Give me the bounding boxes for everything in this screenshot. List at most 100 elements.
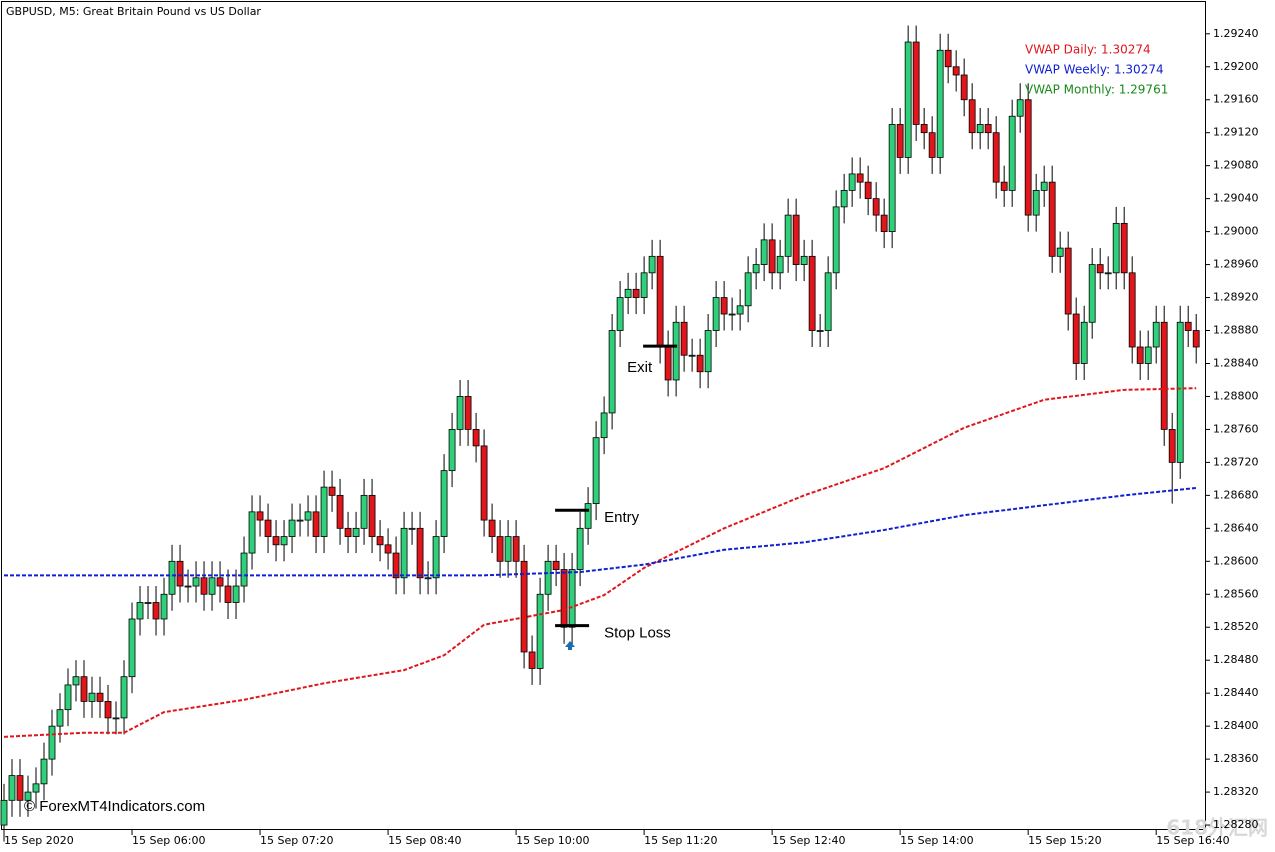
candle-body: [312, 511, 320, 537]
candle-body: [488, 519, 496, 537]
y-tick-label: 1.28280: [1213, 818, 1259, 831]
candle-body: [608, 330, 616, 414]
candle-body: [432, 536, 440, 579]
candle-body: [992, 132, 1000, 183]
candle-body: [936, 49, 944, 158]
candle-body: [552, 560, 560, 570]
candle-body: [664, 346, 672, 381]
candle-body: [512, 536, 520, 562]
candle-body: [632, 288, 640, 298]
candle-body: [72, 676, 80, 686]
candle-body: [760, 239, 768, 265]
candle-body: [792, 214, 800, 265]
candle-body: [200, 577, 208, 595]
candle-body: [728, 313, 736, 316]
candle-body: [376, 536, 384, 546]
candle-body: [408, 527, 416, 530]
candle-body: [1024, 99, 1032, 216]
candle-body: [40, 758, 48, 785]
buy-arrow: [565, 641, 575, 650]
candle-body: [384, 544, 392, 554]
candle-body: [128, 618, 136, 678]
candle-body: [824, 272, 832, 331]
candle-body: [544, 560, 552, 595]
candle-body: [360, 494, 368, 529]
candle-body: [256, 511, 264, 521]
candle-body: [144, 602, 152, 604]
candle-body: [328, 486, 336, 496]
vwap-line: [3, 387, 1197, 738]
candle-body: [120, 676, 128, 719]
candle-body: [480, 445, 488, 521]
candle-body: [216, 577, 224, 587]
candle-body: [280, 536, 288, 546]
candle-body: [1088, 264, 1096, 323]
plot-frame: [1, 1, 1206, 830]
candle-body: [504, 536, 512, 562]
candle-body: [984, 124, 992, 134]
candle-body: [1104, 272, 1112, 275]
y-tick-label: 1.28520: [1213, 620, 1259, 633]
candle-body: [160, 593, 168, 620]
y-tick-label: 1.29120: [1213, 126, 1259, 139]
candle-body: [904, 41, 912, 158]
candle-body: [800, 255, 808, 265]
candle-body: [656, 255, 664, 348]
candle-body: [688, 354, 696, 357]
x-tick-label: 15 Sep 2020: [4, 834, 74, 847]
candle-body: [88, 692, 96, 702]
y-tick-label: 1.28880: [1213, 324, 1259, 337]
candle-body: [784, 214, 792, 257]
candle-body: [952, 66, 960, 76]
y-tick-label: 1.28400: [1213, 719, 1259, 732]
candle-body: [96, 692, 104, 702]
candle-body: [736, 305, 744, 315]
corner-watermark: 618外汇网: [1166, 816, 1268, 840]
candle-body: [848, 173, 856, 191]
candle-body: [304, 511, 312, 521]
candle-body: [960, 74, 968, 101]
candle-body: [624, 288, 632, 298]
candle-body: [16, 775, 24, 801]
y-tick-label: 1.28560: [1213, 587, 1259, 600]
candle-body: [240, 552, 248, 587]
candle-body: [832, 206, 840, 274]
candle-body: [568, 569, 576, 628]
candle-body: [864, 181, 872, 200]
candle-body: [1152, 321, 1160, 348]
x-tick-label: 15 Sep 08:40: [388, 834, 461, 847]
candle-body: [416, 527, 424, 579]
candle-body: [584, 503, 592, 529]
candle-body: [320, 486, 328, 537]
candle-body: [392, 552, 400, 579]
y-tick-label: 1.28480: [1213, 653, 1259, 666]
candle-body: [208, 577, 216, 595]
candle-body: [192, 577, 200, 587]
candle-body: [112, 717, 120, 720]
legend-entry: VWAP Daily: 1.30274: [1025, 43, 1151, 57]
candle-body: [1016, 99, 1024, 117]
candle-body: [888, 124, 896, 233]
candle-body: [976, 124, 984, 134]
candle-body: [448, 429, 456, 472]
candle-body: [880, 214, 888, 233]
candle-body: [1000, 181, 1008, 191]
candle-body: [1056, 247, 1064, 257]
candle-body: [944, 49, 952, 68]
candle-body: [840, 189, 848, 208]
candle-body: [640, 272, 648, 298]
candle-body: [616, 297, 624, 331]
candle-body: [24, 791, 32, 801]
candle-body: [1136, 346, 1144, 364]
candle-body: [576, 527, 584, 570]
y-tick-label: 1.28840: [1213, 356, 1259, 369]
legend-entry: VWAP Monthly: 1.29761: [1025, 83, 1168, 97]
y-tick-label: 1.28800: [1213, 389, 1259, 402]
candle-body: [1176, 321, 1184, 463]
candle-body: [344, 527, 352, 537]
candle-body: [64, 684, 72, 711]
watermark: © ForexMT4Indicators.com: [24, 798, 205, 815]
candle-body: [528, 651, 536, 669]
y-tick-label: 1.28920: [1213, 291, 1259, 304]
